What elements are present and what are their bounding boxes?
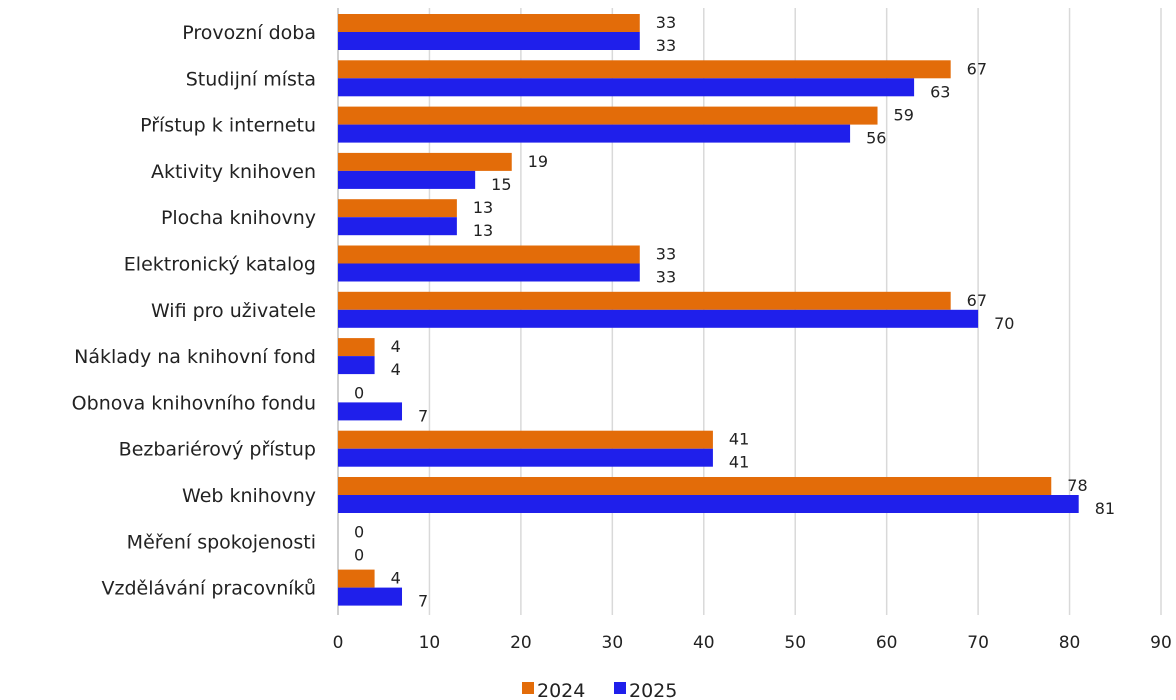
data-label-2024: 67: [967, 59, 987, 78]
data-label-2025: 33: [656, 268, 676, 287]
category-label: Web knihovny: [182, 485, 316, 507]
data-label-2025: 81: [1095, 499, 1115, 518]
data-label-2024: 59: [894, 106, 914, 125]
x-tick-label: 10: [419, 633, 441, 653]
legend-swatch-2025: [614, 682, 626, 694]
category-label: Wifi pro uživatele: [151, 300, 316, 322]
data-label-2024: 13: [473, 198, 493, 217]
data-label-2025: 56: [866, 129, 886, 148]
bar-2024: [338, 60, 951, 79]
category-label: Bezbariérový přístup: [119, 439, 316, 461]
data-label-2025: 33: [656, 36, 676, 55]
data-label-2025: 7: [418, 592, 428, 611]
bar-2024: [338, 199, 457, 218]
data-label-2024: 0: [354, 522, 364, 541]
category-label: Náklady na knihovní fond: [74, 346, 316, 368]
legend-label-2024: 2024: [537, 680, 585, 700]
x-tick-label: 40: [693, 633, 715, 653]
x-tick-label: 0: [333, 633, 344, 653]
bar-2025: [338, 309, 979, 328]
data-label-2025: 7: [418, 406, 428, 425]
x-tick-label: 70: [967, 633, 989, 653]
data-label-2025: 63: [930, 82, 950, 101]
bar-2025: [338, 356, 375, 375]
category-label: Měření spokojenosti: [127, 531, 316, 553]
legend-label-2025: 2025: [629, 680, 677, 700]
data-label-2024: 0: [354, 383, 364, 402]
category-label: Plocha knihovny: [161, 207, 316, 229]
bar-2025: [338, 78, 915, 97]
bar-2025: [338, 124, 851, 143]
x-tick-label: 30: [602, 633, 624, 653]
bar-2024: [338, 106, 878, 125]
data-label-2024: 78: [1067, 476, 1087, 495]
legend-swatch-2024: [522, 682, 534, 694]
bar-2025: [338, 217, 457, 236]
category-labels: Provozní doba Studijní místa Přístup k int…: [72, 22, 316, 600]
data-label-2024: 67: [967, 291, 987, 310]
x-tick-label: 60: [876, 633, 898, 653]
bar-2025: [338, 587, 403, 606]
bar-2024: [338, 569, 375, 588]
data-label-2025: 0: [354, 545, 364, 564]
data-label-2025: 70: [994, 314, 1014, 333]
bar-2025: [338, 32, 640, 50]
x-tick-label: 90: [1150, 633, 1172, 653]
x-tick-label: 80: [1059, 633, 1081, 653]
bar-2025: [338, 495, 1079, 513]
bar-2024: [338, 291, 951, 310]
data-label-2024: 33: [656, 245, 676, 264]
bars: [338, 14, 1079, 606]
data-label-2024: 4: [391, 337, 401, 356]
category-label: Obnova knihovního fondu: [72, 392, 316, 414]
bar-2024: [338, 14, 640, 32]
data-label-2025: 4: [391, 360, 401, 379]
data-label-2024: 33: [656, 13, 676, 32]
legend: 2024 2025: [522, 680, 677, 700]
category-label: Přístup k internetu: [140, 115, 316, 137]
bar-2024: [338, 430, 713, 449]
data-label-2025: 41: [729, 453, 749, 472]
bar-2025: [338, 448, 713, 467]
category-label: Studijní místa: [186, 68, 316, 90]
data-label-2024: 19: [528, 152, 548, 171]
category-label: Vzdělávání pracovníků: [101, 578, 316, 600]
data-label-2024: 41: [729, 430, 749, 449]
bar-2025: [338, 402, 403, 421]
bar-2024: [338, 338, 375, 357]
x-axis-tick-labels: 0 10 20 30 40 50 60 70 80 90: [333, 633, 1172, 653]
data-label-2025: 15: [491, 175, 511, 194]
category-label: Aktivity knihoven: [151, 161, 316, 183]
bar-2024: [338, 245, 640, 264]
bar-2024: [338, 152, 512, 171]
data-labels: 3333676359561915131333336770440741417881…: [354, 13, 1115, 611]
category-label: Provozní doba: [182, 22, 316, 44]
category-label: Elektronický katalog: [124, 254, 316, 276]
x-tick-label: 20: [510, 633, 532, 653]
data-label-2025: 13: [473, 221, 493, 240]
bar-2024: [338, 477, 1052, 495]
x-tick-label: 50: [784, 633, 806, 653]
bar-2025: [338, 170, 476, 189]
bar-2025: [338, 263, 640, 282]
data-label-2024: 4: [391, 569, 401, 588]
